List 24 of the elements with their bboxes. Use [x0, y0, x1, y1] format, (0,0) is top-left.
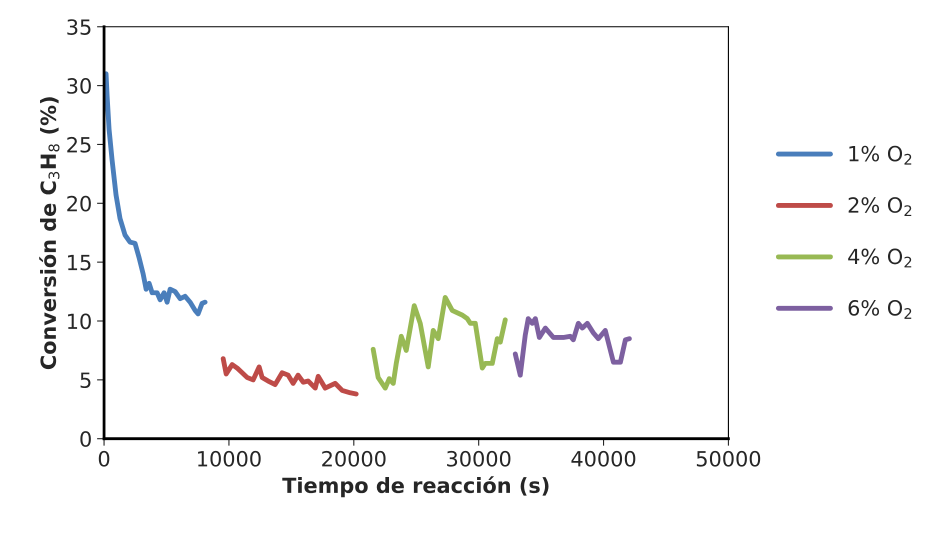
x-tick-label: 50000 — [696, 450, 760, 467]
legend-label: 1% O$_{2}$ — [849, 146, 912, 165]
y-tick-label: 35 — [67, 19, 90, 35]
y-tick-label: 10 — [68, 313, 91, 330]
y-tick-label: 30 — [67, 78, 91, 94]
x-tick-label: 0 — [98, 450, 110, 467]
legend-label: 6% O$_{2}$ — [848, 300, 912, 319]
line-series — [370, 295, 508, 391]
line-series — [512, 316, 632, 378]
y-tick-label: 5 — [80, 372, 90, 388]
x-tick-label: 30000 — [447, 450, 510, 467]
legend-label: 4% O$_{2}$ — [848, 248, 912, 268]
x-tick-label: 10000 — [198, 450, 261, 467]
y-tick-label: 0 — [80, 431, 91, 447]
y-tick-label: 20 — [67, 196, 91, 212]
x-tick-label: 40000 — [571, 450, 636, 467]
y-tick-label: 15 — [68, 254, 90, 270]
legend-label: 2% O$_{2}$ — [848, 197, 912, 216]
line-series — [220, 356, 359, 396]
y-tick-label: 25 — [67, 136, 90, 153]
x-tick-label: 20000 — [322, 450, 386, 467]
x-axis-title: Tiempo de reacción (s) — [282, 476, 548, 498]
line-series — [104, 71, 208, 316]
y-axis-title: Conversión de C$_{3}$H$_{8}$ (%) — [39, 97, 60, 370]
